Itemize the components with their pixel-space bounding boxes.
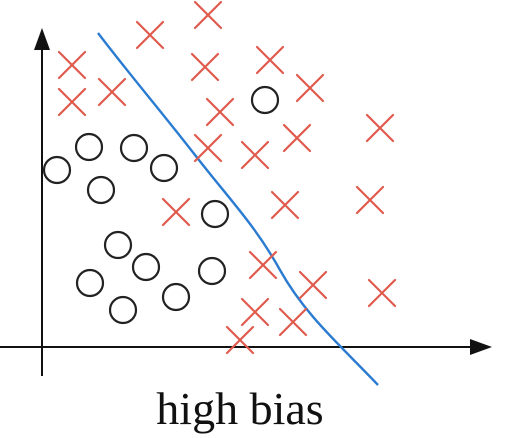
circle [161, 282, 191, 312]
cross [240, 140, 270, 170]
cross-stroke [97, 77, 127, 107]
circles [42, 85, 280, 325]
cross-stroke [240, 297, 270, 327]
cross [193, 0, 223, 30]
cross-stroke [57, 87, 87, 117]
cross [161, 197, 191, 227]
cross-stroke [248, 250, 278, 280]
decision-boundary [97, 32, 379, 386]
cross [135, 20, 165, 50]
cross [97, 77, 127, 107]
cross-stroke [240, 140, 270, 170]
circle [74, 132, 104, 162]
cross-stroke [225, 325, 255, 355]
x-arrow [470, 339, 492, 355]
cross-stroke [193, 133, 223, 163]
cross [240, 297, 270, 327]
cross [298, 270, 328, 300]
cross [57, 50, 87, 80]
cross-stroke [193, 0, 223, 30]
cross-stroke [298, 270, 328, 300]
crosses [57, 0, 397, 355]
cross [190, 52, 220, 82]
cross [355, 185, 385, 215]
cross [295, 73, 325, 103]
cross [248, 250, 278, 280]
cross-stroke [365, 113, 395, 143]
y-arrow [34, 28, 50, 50]
cross-stroke [367, 278, 397, 308]
cross-stroke [295, 73, 325, 103]
circle [108, 295, 138, 325]
cross [57, 87, 87, 117]
cross-stroke [255, 45, 285, 75]
cross [278, 307, 308, 337]
cross [367, 278, 397, 308]
cross-stroke [355, 185, 385, 215]
cross [205, 97, 235, 127]
circle [250, 85, 280, 115]
circle [42, 155, 72, 185]
cross-stroke [205, 97, 235, 127]
cross-stroke [190, 52, 220, 82]
cross [225, 325, 255, 355]
cross [365, 113, 395, 143]
cross-stroke [282, 123, 312, 153]
cross-stroke [57, 50, 87, 80]
circle [103, 230, 133, 260]
circle [200, 199, 230, 229]
cross-stroke [270, 190, 300, 220]
circle [75, 268, 105, 298]
cross [282, 123, 312, 153]
circle [86, 175, 116, 205]
cross [255, 45, 285, 75]
cross-stroke [161, 197, 191, 227]
cross-stroke [135, 20, 165, 50]
circle [131, 252, 161, 282]
circle [197, 256, 227, 286]
circle [149, 153, 179, 183]
caption: high bias [156, 383, 323, 434]
circle [119, 133, 149, 163]
cross [270, 190, 300, 220]
cross-stroke [278, 307, 308, 337]
cross [193, 133, 223, 163]
